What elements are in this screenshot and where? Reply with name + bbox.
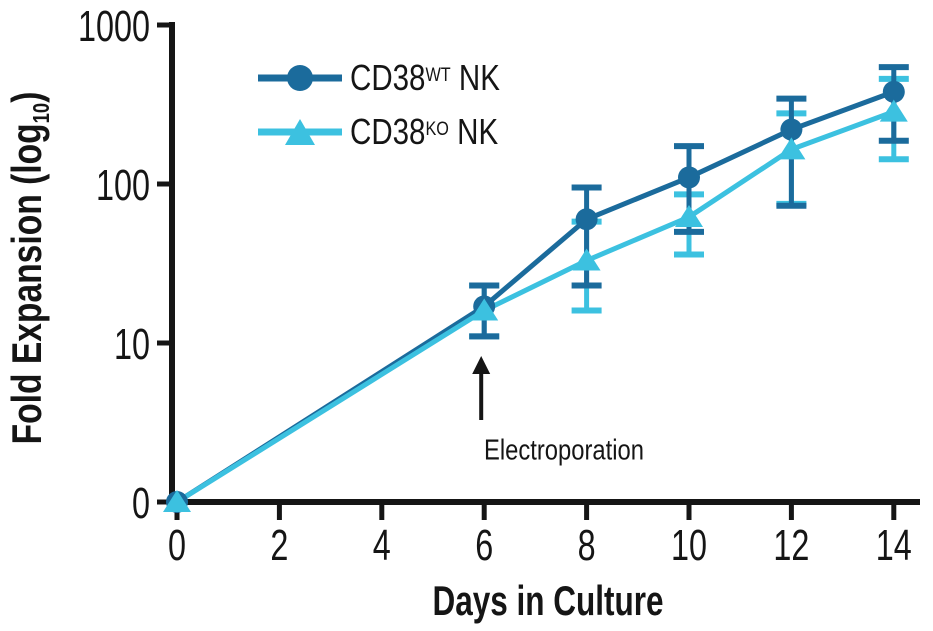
y-axis-title-text: Fold Expansion (log <box>3 123 50 445</box>
legend-label-ko: CD38KO NK <box>350 111 499 152</box>
arrow-head-icon <box>472 356 491 374</box>
electroporation-annotation: Electroporation <box>484 434 644 467</box>
y-tick-label: 1000 <box>78 2 150 51</box>
x-tick-label: 6 <box>475 521 493 570</box>
y-axis-title-close: ) <box>3 91 50 103</box>
ko-triangle-marker-swatch <box>258 119 342 145</box>
wt-circle-marker-swatch <box>258 65 342 91</box>
y-tick-label: 10 <box>114 320 150 369</box>
wt-circle-marker <box>882 80 905 103</box>
x-tick-label: 2 <box>270 521 288 570</box>
legend-item-cd38ko-nk: CD38KO NK <box>256 111 533 153</box>
wt-circle-marker <box>678 166 700 189</box>
legend: CD38WT NK CD38KO NK <box>256 57 533 153</box>
x-tick-label: 14 <box>876 521 912 570</box>
y-axis-ticks: 0 10 100 1000 <box>78 2 172 528</box>
x-tick-label: 8 <box>578 521 596 570</box>
ko-triangle-marker <box>879 99 908 122</box>
x-tick-label: 0 <box>168 521 186 570</box>
y-tick-label: 100 <box>96 161 150 210</box>
electroporation-arrow <box>472 356 491 420</box>
markers-ko <box>163 99 908 512</box>
legend-item-cd38wt-nk: CD38WT NK <box>256 57 533 99</box>
x-tick-label: 10 <box>671 521 707 570</box>
ko-triangle-marker <box>470 298 499 321</box>
legend-triangle-marker-icon <box>285 119 315 145</box>
x-axis-ticks: 0 2 4 6 8 10 12 14 <box>168 505 912 570</box>
series-line-wt <box>175 89 895 505</box>
wt-superscript: WT <box>425 64 451 87</box>
ko-triangle-marker <box>675 205 703 228</box>
legend-label-wt: CD38WT NK <box>350 57 500 98</box>
error-bars-wt <box>469 64 909 340</box>
axes <box>169 22 920 505</box>
y-axis-title: Fold Expansion (log10) <box>3 47 54 488</box>
ko-triangle-marker <box>777 137 806 160</box>
series-line-ko <box>175 109 895 505</box>
y-axis-title-subscript: 10 <box>27 102 54 124</box>
ko-superscript: KO <box>425 118 449 141</box>
ko-triangle-marker <box>572 248 601 271</box>
x-tick-label: 12 <box>773 521 809 570</box>
wt-circle-marker <box>780 118 803 141</box>
ko-triangle-marker <box>163 490 191 512</box>
legend-circle-marker-icon <box>287 65 313 91</box>
y-tick-label: 0 <box>132 479 150 528</box>
x-tick-label: 4 <box>373 521 391 570</box>
x-axis-title: Days in Culture <box>432 577 664 624</box>
wt-circle-marker <box>575 208 598 231</box>
